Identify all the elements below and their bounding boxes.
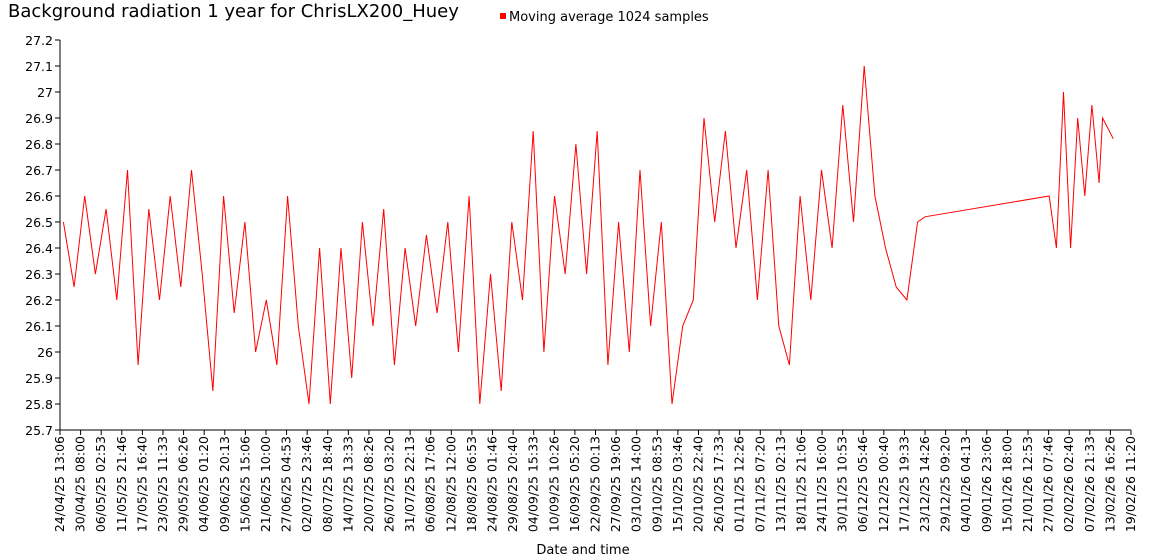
y-tick-label: 26 <box>37 345 53 360</box>
x-tick-label: 20/07/25 08:26 <box>361 436 376 532</box>
x-tick-label: 29/05/25 06:26 <box>176 436 191 532</box>
x-tick-label: 22/09/25 00:13 <box>588 436 603 532</box>
x-tick-label: 06/08/25 17:06 <box>423 436 438 532</box>
y-tick-label: 27 <box>37 85 53 100</box>
y-tick-label: 25.8 <box>25 397 53 412</box>
x-tick-label: 14/07/25 13:33 <box>340 436 355 532</box>
x-tick-label: 27/01/26 07:46 <box>1041 436 1056 532</box>
y-tick-label: 26.8 <box>25 137 53 152</box>
x-tick-label: 16/09/25 05:20 <box>567 436 582 532</box>
x-tick-label: 24/08/25 01:46 <box>485 436 500 532</box>
x-tick-label: 24/04/25 13:06 <box>52 436 67 532</box>
x-tick-label: 27/06/25 04:53 <box>279 436 294 532</box>
y-tick-label: 26.3 <box>25 267 53 282</box>
y-tick-label: 25.9 <box>25 371 53 386</box>
x-tick-label: 26/07/25 03:20 <box>382 436 397 532</box>
y-tick-label: 26.5 <box>25 215 53 230</box>
y-tick-label: 27.2 <box>25 33 53 48</box>
x-tick-label: 11/05/25 21:46 <box>114 436 129 532</box>
y-tick-label: 26.4 <box>25 241 53 256</box>
x-tick-label: 04/09/25 15:33 <box>526 436 541 532</box>
x-tick-label: 21/01/26 12:53 <box>1020 436 1035 532</box>
x-tick-label: 06/12/25 05:46 <box>855 436 870 532</box>
x-tick-label: 07/02/26 21:33 <box>1082 436 1097 532</box>
y-tick-label: 25.7 <box>25 423 53 438</box>
x-tick-label: 06/05/25 02:53 <box>93 436 108 532</box>
x-tick-label: 12/12/25 00:40 <box>876 436 891 532</box>
x-tick-label: 30/11/25 10:53 <box>835 436 850 532</box>
x-tick-label: 13/11/25 02:13 <box>773 436 788 532</box>
x-tick-label: 09/10/25 08:53 <box>649 436 664 532</box>
x-tick-label: 13/02/26 16:26 <box>1102 436 1117 532</box>
x-tick-label: 24/11/25 16:00 <box>814 436 829 532</box>
x-tick-label: 01/11/25 12:26 <box>732 436 747 532</box>
x-tick-label: 12/08/25 12:00 <box>443 436 458 532</box>
legend-swatch <box>500 13 506 19</box>
x-tick-label: 10/09/25 10:26 <box>546 436 561 532</box>
x-tick-label: 17/12/25 19:33 <box>896 436 911 532</box>
y-tick-label: 26.9 <box>25 111 53 126</box>
x-tick-label: 08/07/25 18:40 <box>320 436 335 532</box>
x-tick-label: 23/05/25 11:33 <box>155 436 170 532</box>
x-axis-label: Date and time <box>536 543 629 558</box>
x-tick-label: 20/10/25 22:40 <box>690 436 705 532</box>
y-tick-label: 26.7 <box>25 163 53 178</box>
x-tick-label: 15/01/26 18:00 <box>999 436 1014 532</box>
data-line <box>62 65 1114 405</box>
x-tick-label: 03/10/25 14:00 <box>629 436 644 532</box>
x-tick-label: 21/06/25 10:00 <box>258 436 273 532</box>
y-tick-label: 26.2 <box>25 293 53 308</box>
x-tick-label: 29/08/25 20:40 <box>505 436 520 532</box>
y-tick-label: 27.1 <box>25 59 53 74</box>
x-tick-label: 17/05/25 16:40 <box>134 436 149 532</box>
x-tick-label: 15/10/25 03:46 <box>670 436 685 532</box>
x-tick-label: 27/09/25 19:06 <box>608 436 623 532</box>
x-tick-label: 09/01/26 23:06 <box>979 436 994 532</box>
y-tick-label: 26.6 <box>25 189 53 204</box>
x-tick-label: 31/07/25 22:13 <box>402 436 417 532</box>
x-tick-label: 19/02/26 11:20 <box>1123 436 1138 532</box>
x-tick-label: 04/06/25 01:20 <box>196 436 211 532</box>
legend-label: Moving average 1024 samples <box>509 10 709 25</box>
x-tick-label: 15/06/25 15:06 <box>237 436 252 532</box>
chart-title: Background radiation 1 year for ChrisLX2… <box>8 1 459 22</box>
x-tick-label: 26/10/25 17:33 <box>711 436 726 532</box>
x-tick-label: 04/01/26 04:13 <box>958 436 973 532</box>
x-tick-label: 23/12/25 14:26 <box>917 436 932 532</box>
x-tick-label: 29/12/25 09:20 <box>938 436 953 532</box>
y-tick-label: 26.1 <box>25 319 53 334</box>
x-tick-label: 02/02/26 02:40 <box>1061 436 1076 532</box>
x-tick-label: 02/07/25 23:46 <box>299 436 314 532</box>
x-tick-label: 30/04/25 08:00 <box>73 436 88 532</box>
x-tick-label: 18/08/25 06:53 <box>464 436 479 532</box>
x-tick-label: 18/11/25 21:06 <box>793 436 808 532</box>
x-tick-label: 07/11/25 07:20 <box>752 436 767 532</box>
x-tick-label: 09/06/25 20:13 <box>217 436 232 532</box>
